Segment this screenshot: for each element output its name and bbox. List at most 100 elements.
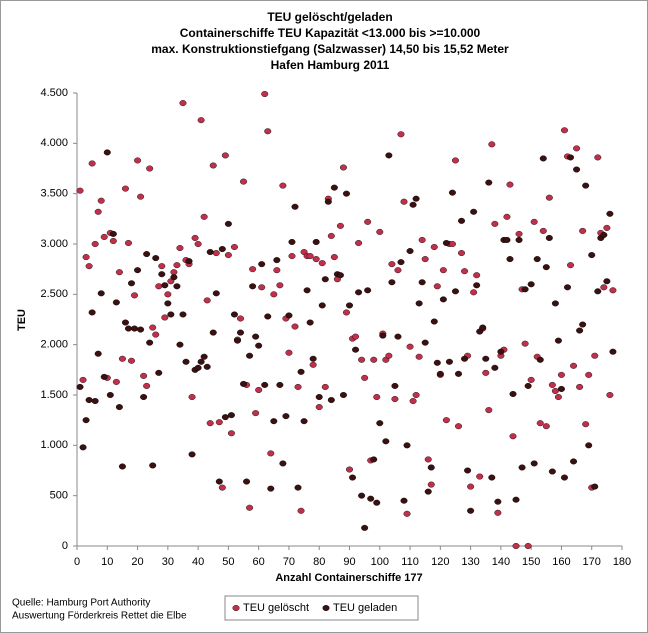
point xyxy=(249,283,257,290)
point xyxy=(315,394,323,401)
point xyxy=(297,507,305,514)
y-tick-label: 500 xyxy=(50,490,68,502)
point xyxy=(436,370,444,377)
point xyxy=(482,355,490,362)
point xyxy=(418,279,426,286)
point xyxy=(288,253,296,260)
point xyxy=(146,339,154,346)
point xyxy=(539,227,547,234)
point xyxy=(134,157,142,164)
point xyxy=(258,284,266,291)
legend-label: TEU geladen xyxy=(333,602,397,614)
point xyxy=(397,131,405,138)
point xyxy=(282,413,290,420)
x-tick-label: 70 xyxy=(283,556,295,568)
point xyxy=(131,292,139,299)
point xyxy=(246,352,254,359)
point xyxy=(164,300,172,307)
point xyxy=(379,332,387,339)
point xyxy=(176,245,184,252)
point xyxy=(488,141,496,148)
point xyxy=(409,201,417,208)
point xyxy=(573,166,581,173)
y-axis-title: TEU xyxy=(16,309,28,331)
point xyxy=(155,369,163,376)
y-tick-label: 2.000 xyxy=(40,339,68,351)
point xyxy=(355,239,363,246)
x-tick-label: 130 xyxy=(461,556,479,568)
point xyxy=(167,311,175,318)
point xyxy=(336,222,344,229)
point xyxy=(103,149,111,156)
point xyxy=(470,208,478,215)
point xyxy=(515,230,523,237)
point xyxy=(542,264,550,271)
point xyxy=(503,236,511,243)
point xyxy=(421,339,429,346)
point xyxy=(533,256,541,263)
point xyxy=(203,297,211,304)
point xyxy=(439,296,447,303)
point xyxy=(285,349,293,356)
point xyxy=(361,374,369,381)
x-tick-label: 180 xyxy=(613,556,631,568)
point xyxy=(330,184,338,191)
point xyxy=(312,238,320,245)
point xyxy=(467,507,475,514)
point xyxy=(94,350,102,357)
point xyxy=(312,256,320,263)
point xyxy=(579,227,587,234)
point xyxy=(606,210,614,217)
point xyxy=(215,419,223,426)
point xyxy=(609,348,617,355)
point xyxy=(185,258,193,265)
point xyxy=(200,213,208,220)
point xyxy=(376,228,384,235)
point xyxy=(121,185,129,192)
point xyxy=(515,236,523,243)
point xyxy=(373,499,381,506)
point xyxy=(512,543,520,550)
point xyxy=(536,420,544,427)
point xyxy=(318,260,326,267)
point xyxy=(448,189,456,196)
point xyxy=(585,371,593,378)
point xyxy=(567,262,575,269)
point xyxy=(203,363,211,370)
point xyxy=(339,164,347,171)
point xyxy=(385,352,393,359)
point xyxy=(309,355,317,362)
point xyxy=(600,284,608,291)
point xyxy=(421,256,429,263)
point xyxy=(209,329,217,336)
point xyxy=(606,392,614,399)
point xyxy=(527,281,535,288)
point xyxy=(527,376,535,383)
point xyxy=(560,127,568,134)
point xyxy=(297,368,305,375)
point xyxy=(548,381,556,388)
point xyxy=(530,218,538,225)
point xyxy=(321,276,329,283)
point xyxy=(397,259,405,266)
legend-marker xyxy=(232,605,240,612)
point xyxy=(243,478,251,485)
point xyxy=(173,283,181,290)
point xyxy=(479,324,487,331)
point xyxy=(564,284,572,291)
x-tick-label: 140 xyxy=(492,556,510,568)
point xyxy=(485,407,493,414)
point xyxy=(143,251,151,258)
x-tick-label: 90 xyxy=(343,556,355,568)
point xyxy=(551,387,559,394)
point xyxy=(318,302,326,309)
point xyxy=(97,197,105,204)
point xyxy=(264,313,272,320)
point xyxy=(100,373,108,380)
point xyxy=(415,353,423,360)
point xyxy=(509,390,517,397)
point xyxy=(373,394,381,401)
point xyxy=(427,464,435,471)
point xyxy=(518,464,526,471)
